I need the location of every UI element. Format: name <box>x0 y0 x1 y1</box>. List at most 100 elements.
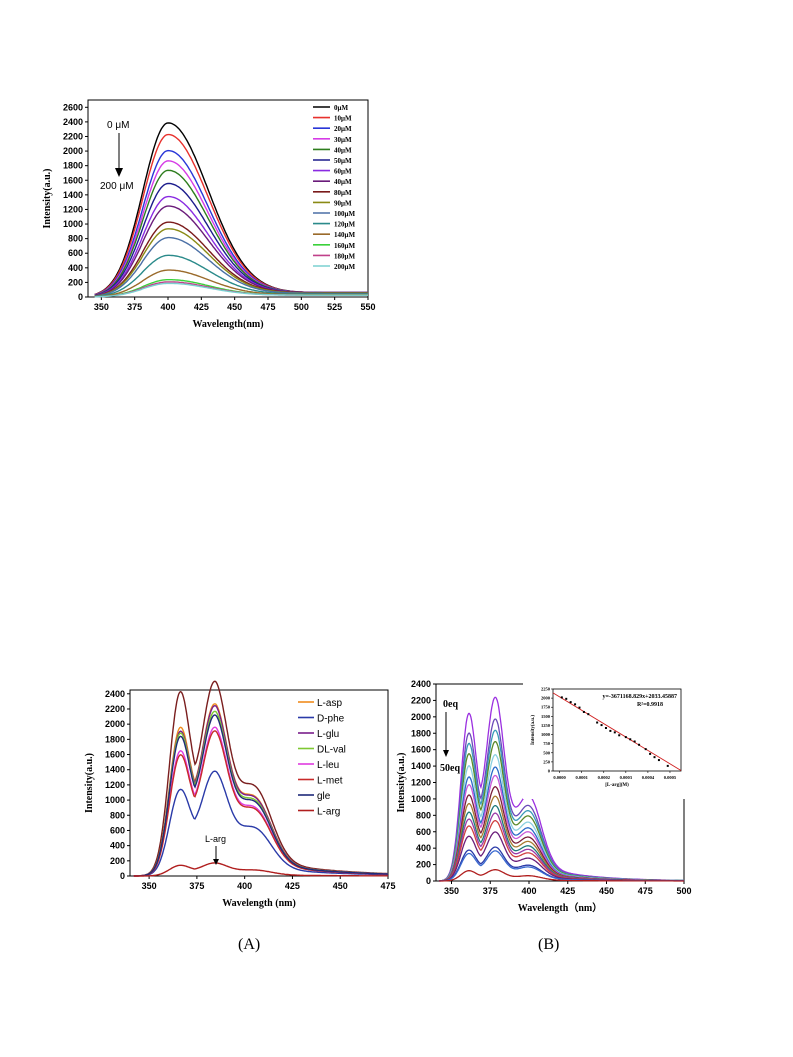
y-tick-label: 2200 <box>63 131 83 141</box>
inset-x-tick-label: 0.0003 <box>620 775 633 780</box>
inset-x-tick-label: 0.0001 <box>576 775 589 780</box>
inset-y-tick-label: 750 <box>543 741 551 746</box>
chart-l-arg-titration: 350 375 400 425 450 475 500 0 200 400 600 800 1000 12… <box>396 679 692 914</box>
x-tick-label: 475 <box>260 302 275 312</box>
series-line <box>133 770 388 877</box>
y-axis-label: Intensity(a.u.) <box>42 168 53 228</box>
legend-label: 60μM <box>334 168 352 176</box>
y-tick-label: 800 <box>68 234 83 244</box>
arrow-head <box>213 859 219 865</box>
inset-data-point <box>569 701 572 704</box>
inset-data-point <box>618 734 621 737</box>
inset-y-tick-label: 1750 <box>541 705 551 710</box>
chart-emission-titration: 350 375 400 425 450 475 500 525 550 0 200 400 600 800… <box>42 99 376 330</box>
y-tick-label: 1600 <box>105 750 125 760</box>
inset-data-point <box>560 696 563 699</box>
inset-data-point <box>574 703 577 706</box>
inset-y-tick-label: 1000 <box>541 732 551 737</box>
y-tick-label: 2200 <box>105 704 125 714</box>
y-tick-label: 2400 <box>411 679 431 689</box>
x-tick-label: 425 <box>285 881 300 891</box>
legend-label: 180μM <box>334 252 355 260</box>
legend-label: 50μM <box>334 157 352 165</box>
inset-data-point <box>609 729 612 732</box>
caption-b: (B) <box>538 936 560 953</box>
inset-y-tick-label: 1500 <box>541 714 551 719</box>
series-line <box>133 680 388 877</box>
inset-x-tick-label: 0.0005 <box>664 775 677 780</box>
y-tick-label: 1000 <box>63 219 83 229</box>
inset-x-tick-label: 0.0004 <box>642 775 655 780</box>
inset-data-point <box>624 736 627 739</box>
y-tick-label: 2000 <box>105 719 125 729</box>
series-line <box>133 714 388 877</box>
y-tick-label: 400 <box>416 843 431 853</box>
inset-r2: R²=0.9918 <box>637 702 663 708</box>
inset-data-point <box>565 697 568 700</box>
x-tick-label: 350 <box>94 302 109 312</box>
y-tick-label: 0 <box>426 876 431 886</box>
y-tick-label: 2400 <box>63 117 83 127</box>
series-line <box>133 726 389 877</box>
plot-frame <box>129 689 389 877</box>
x-axis-label: Wavelength (nm) <box>222 898 296 909</box>
y-tick-label: 200 <box>68 277 83 287</box>
inset-data-point <box>649 752 652 755</box>
y-tick-label: 1400 <box>411 761 431 771</box>
series-line <box>94 282 368 298</box>
legend-label: 10μM <box>334 115 352 123</box>
y-tick-label: 1800 <box>411 728 431 738</box>
x-tick-label: 400 <box>160 302 175 312</box>
legend-label: 140μM <box>334 231 355 239</box>
x-tick-label: 375 <box>189 881 204 891</box>
inset-data-point <box>613 731 616 734</box>
y-tick-label: 1400 <box>105 765 125 775</box>
y-tick-label: 2600 <box>63 102 83 112</box>
legend-label: 100μM <box>334 210 355 218</box>
inset-data-point <box>596 721 599 724</box>
legend-label: L-arg <box>317 807 340 818</box>
inset-data-point <box>633 740 636 743</box>
x-tick-label: 500 <box>294 302 309 312</box>
x-tick-label: 450 <box>227 302 242 312</box>
legend-label: L-asp <box>317 698 342 709</box>
inset-data-point <box>587 713 590 716</box>
legend-label: L-met <box>317 776 343 787</box>
legend-label: 90μM <box>334 199 352 207</box>
x-tick-label: 350 <box>142 881 157 891</box>
inset-data-point <box>604 726 607 729</box>
y-tick-label: 0 <box>78 292 83 302</box>
x-tick-label: 475 <box>638 886 653 896</box>
x-axis-label: Wavelength（nm） <box>518 901 602 914</box>
legend-label: 20μM <box>334 125 352 133</box>
inset-y-tick-label: 0 <box>548 769 551 774</box>
inset-x-tick-label: 0.0000 <box>553 775 566 780</box>
y-tick-label: 400 <box>68 263 83 273</box>
y-tick-label: 600 <box>416 827 431 837</box>
y-tick-label: 2200 <box>411 695 431 705</box>
arrow-head <box>115 168 123 177</box>
y-tick-label: 1200 <box>411 778 431 788</box>
legend-label: 40μM <box>334 178 352 186</box>
annotation-start: 0eq <box>443 699 458 710</box>
legend-label: 0μM <box>334 104 348 112</box>
legend-label: 40μM <box>334 146 352 154</box>
inset-data-point <box>666 764 669 767</box>
y-tick-label: 1200 <box>105 780 125 790</box>
inset-fit-line <box>552 692 682 771</box>
x-tick-label: 450 <box>333 881 348 891</box>
inset-y-tick-label: 250 <box>543 759 551 764</box>
annotation-end: 50eq <box>440 763 460 774</box>
legend-label: D-phe <box>317 714 345 725</box>
x-tick-label: 500 <box>676 886 691 896</box>
legend-label: 120μM <box>334 221 355 229</box>
series-line <box>439 869 684 882</box>
inset-data-point <box>582 710 585 713</box>
inset-y-tick-label: 2250 <box>541 687 551 692</box>
inset-data-point <box>629 738 632 741</box>
inset-data-point <box>638 743 641 746</box>
legend-label: 30μM <box>334 136 352 144</box>
inset-data-point <box>653 756 656 759</box>
y-axis-label: Intensity(a.u.) <box>396 752 407 812</box>
x-tick-label: 400 <box>237 881 252 891</box>
